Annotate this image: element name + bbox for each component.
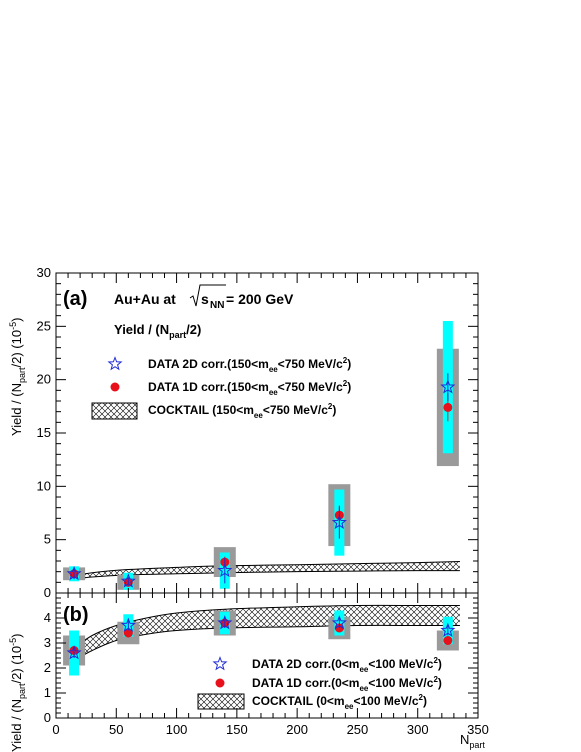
panel-b-label: (b): [63, 604, 89, 626]
title-root: s: [201, 291, 209, 307]
y-tick-label: 25: [37, 318, 51, 333]
data-point-2d: [440, 379, 456, 394]
y-tick-label: 10: [37, 478, 51, 493]
cocktail-lower-edge: [73, 624, 460, 661]
data-point-2d: [217, 562, 233, 578]
x-tick-label: 250: [347, 722, 369, 737]
legend-star-b: [212, 656, 228, 671]
panel-a-frame: [55, 272, 479, 594]
svg-text:Yield / (Npart/2) (10-5): Yield / (Npart/2) (10-5): [8, 634, 27, 752]
svg-text:Yield / (Npart/2): Yield / (Npart/2): [114, 322, 201, 340]
legend-b-series-1d: DATA 1D corr.(0<mee<100 MeV/c2): [252, 675, 442, 693]
legend-a-cocktail: COCKTAIL (150<mee<750 MeV/c2): [148, 402, 336, 420]
panel-b-plot: [63, 604, 460, 676]
y-tick-label: 5: [44, 532, 51, 547]
y-tick-label: 1: [44, 685, 51, 700]
legend-a: DATA 2D corr.(150<mee<750 MeV/c2) DATA 1…: [91, 356, 351, 420]
legend-b-cocktail: COCKTAIL (0<mee<100 MeV/c2): [252, 693, 427, 711]
data-point-2d: [66, 645, 82, 660]
cocktail-band: [74, 605, 460, 661]
data-point-1d: [443, 402, 453, 412]
x-tick-label: 150: [226, 722, 248, 737]
legend-marker-star: [107, 356, 123, 371]
title-root-sub: NN: [210, 300, 224, 311]
legend-marker-dot: [110, 382, 120, 392]
x-tick-label: 100: [166, 722, 188, 737]
x-tick-label: 50: [109, 722, 123, 737]
legend-star-a: [107, 356, 123, 371]
x-tick-label: 300: [407, 722, 429, 737]
y-tick-label: 0: [44, 710, 51, 725]
data-point-1d: [443, 636, 453, 645]
panel-a-plot: [63, 321, 460, 590]
y-tick-label: 0: [44, 585, 51, 600]
y-tick-label: 30: [37, 265, 51, 280]
y-tick-label: 4: [44, 610, 51, 625]
legend-b-series-2d: DATA 2D corr.(0<mee<100 MeV/c2): [252, 656, 442, 674]
chart-title: Au+Au at: [114, 291, 176, 307]
legend-marker-dot: [215, 678, 225, 688]
x-tick-label: 200: [286, 722, 308, 737]
x-axis-title: Npart: [460, 732, 485, 750]
data-point-2d: [66, 565, 82, 581]
data-point-2d: [217, 615, 233, 630]
cocktail-upper-edge: [73, 604, 460, 649]
legend-marker-star: [212, 656, 228, 671]
legend-b: DATA 2D corr.(0<mee<100 MeV/c2) DATA 1D …: [197, 656, 442, 711]
data-point-2d: [331, 514, 347, 530]
data-point-2d: [120, 617, 136, 632]
data-point-2d: [120, 573, 136, 588]
x-tick-label: 0: [52, 722, 59, 737]
subtitle: Yield / (Npart/2): [114, 322, 201, 340]
data-point-1d: [123, 628, 133, 638]
legend-a-series-2d: DATA 2D corr.(150<mee<750 MeV/c2): [148, 356, 351, 374]
y-axis-title-a: Yield / (Npart/2) (10-5): [8, 318, 27, 436]
data-point-2d: [331, 615, 347, 630]
svg-text:Yield / (Npart/2) (10-5): Yield / (Npart/2) (10-5): [8, 318, 27, 436]
title-suffix: = 200 GeV: [226, 291, 294, 307]
panel-b-frame: [55, 592, 479, 719]
legend-marker-cocktail: [197, 693, 245, 710]
cocktail-band: [74, 561, 460, 580]
legend-a-series-1d: DATA 1D corr.(150<mee<750 MeV/c2): [148, 379, 351, 397]
y-tick-label: 20: [37, 372, 51, 387]
y-tick-label: 3: [44, 635, 51, 650]
y-tick-label: 2: [44, 660, 51, 675]
data-point-2d: [440, 622, 456, 637]
x-tick-label: 350: [467, 722, 489, 737]
legend-marker-cocktail: [91, 402, 138, 420]
panel-a-label: (a): [63, 288, 87, 310]
y-axis-title-b: Yield / (Npart/2) (10-5): [8, 634, 27, 752]
sqrt-symbol: [189, 284, 226, 307]
y-tick-label: 15: [37, 425, 51, 440]
